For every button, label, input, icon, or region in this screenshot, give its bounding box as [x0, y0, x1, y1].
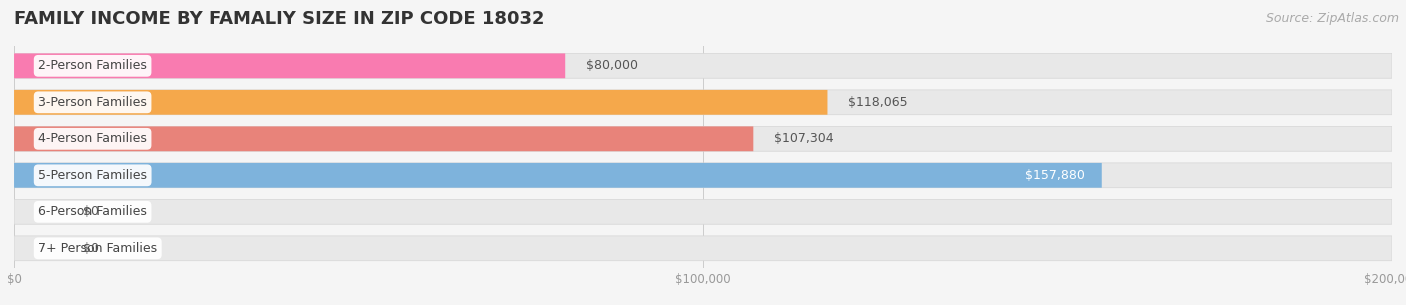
FancyBboxPatch shape [14, 163, 1102, 188]
FancyBboxPatch shape [14, 53, 565, 78]
Text: $107,304: $107,304 [773, 132, 834, 145]
Text: 6-Person Families: 6-Person Families [38, 205, 148, 218]
Text: 5-Person Families: 5-Person Families [38, 169, 148, 182]
Text: FAMILY INCOME BY FAMALIY SIZE IN ZIP CODE 18032: FAMILY INCOME BY FAMALIY SIZE IN ZIP COD… [14, 10, 544, 28]
Text: 2-Person Families: 2-Person Families [38, 59, 148, 72]
Text: $0: $0 [83, 205, 98, 218]
Text: 3-Person Families: 3-Person Families [38, 96, 148, 109]
FancyBboxPatch shape [14, 90, 1392, 115]
FancyBboxPatch shape [14, 199, 1392, 224]
FancyBboxPatch shape [14, 126, 1392, 151]
FancyBboxPatch shape [14, 90, 828, 115]
Text: Source: ZipAtlas.com: Source: ZipAtlas.com [1265, 12, 1399, 25]
Text: 7+ Person Families: 7+ Person Families [38, 242, 157, 255]
Text: $80,000: $80,000 [586, 59, 638, 72]
FancyBboxPatch shape [14, 236, 1392, 261]
FancyBboxPatch shape [14, 126, 754, 151]
FancyBboxPatch shape [14, 53, 1392, 78]
Text: $118,065: $118,065 [848, 96, 908, 109]
Text: $0: $0 [83, 242, 98, 255]
Text: $157,880: $157,880 [1025, 169, 1084, 182]
Text: 4-Person Families: 4-Person Families [38, 132, 148, 145]
FancyBboxPatch shape [14, 163, 1392, 188]
